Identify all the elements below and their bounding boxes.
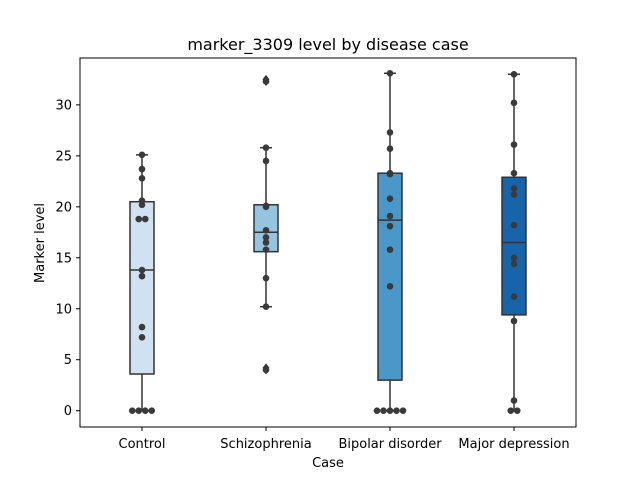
box bbox=[129, 200, 155, 375]
data-point bbox=[262, 234, 270, 241]
box bbox=[377, 172, 403, 381]
data-point bbox=[138, 333, 146, 341]
data-point bbox=[386, 145, 394, 153]
data-point bbox=[399, 407, 407, 414]
data-point bbox=[262, 246, 270, 253]
y-tick-label: 15 bbox=[55, 251, 72, 266]
y-tick-label: 5 bbox=[64, 353, 72, 368]
data-point bbox=[510, 191, 518, 198]
data-point bbox=[510, 254, 518, 262]
box-group bbox=[129, 154, 155, 412]
data-point bbox=[138, 174, 146, 182]
data-point bbox=[262, 202, 270, 210]
y-tick-label: 30 bbox=[55, 98, 72, 113]
data-point bbox=[386, 222, 394, 230]
data-point bbox=[386, 212, 394, 220]
box bbox=[501, 176, 527, 316]
data-point bbox=[386, 129, 394, 136]
box-group bbox=[253, 74, 279, 375]
y-axis: 0 5 10 15 20 25 30 bbox=[55, 98, 80, 419]
data-point bbox=[138, 165, 146, 173]
plot-area bbox=[128, 69, 527, 414]
x-tick-label: Control bbox=[119, 437, 166, 452]
data-point bbox=[138, 197, 146, 205]
box-group bbox=[377, 72, 403, 412]
x-tick-label: Major depression bbox=[458, 437, 569, 452]
data-point bbox=[138, 323, 146, 331]
data-point bbox=[262, 144, 270, 152]
y-tick-label: 10 bbox=[55, 302, 72, 317]
data-point bbox=[262, 303, 270, 311]
data-point bbox=[262, 274, 270, 282]
chart-title: marker_3309 level by disease case bbox=[187, 35, 468, 55]
data-point bbox=[373, 407, 381, 414]
data-point bbox=[141, 407, 149, 414]
data-point bbox=[393, 407, 400, 414]
x-tick-label: Bipolar disorder bbox=[338, 437, 442, 452]
data-point bbox=[507, 407, 515, 414]
data-point bbox=[380, 407, 387, 414]
data-point bbox=[135, 215, 143, 223]
data-point bbox=[386, 195, 394, 202]
data-point bbox=[138, 151, 146, 159]
data-point bbox=[138, 266, 146, 274]
data-point bbox=[510, 71, 518, 78]
x-axis-label: Case bbox=[312, 456, 344, 471]
data-point bbox=[262, 157, 270, 165]
data-point bbox=[510, 99, 518, 107]
data-point bbox=[262, 78, 270, 85]
plot-frame bbox=[79, 57, 577, 428]
data-point bbox=[510, 293, 518, 300]
x-axis: Control Schizophrenia Bipolar disorder Majo… bbox=[119, 427, 570, 452]
data-point bbox=[128, 407, 136, 414]
data-point bbox=[510, 260, 518, 268]
data-point bbox=[510, 185, 518, 192]
y-axis-label: Marker level bbox=[33, 203, 48, 283]
box-group bbox=[501, 73, 527, 412]
data-point bbox=[141, 215, 149, 223]
data-point bbox=[513, 407, 521, 414]
data-point bbox=[510, 221, 518, 229]
data-point bbox=[510, 397, 518, 404]
data-point bbox=[138, 272, 146, 280]
data-point bbox=[386, 246, 394, 253]
data-point bbox=[386, 69, 394, 77]
y-tick-label: 0 bbox=[64, 404, 72, 419]
data-point bbox=[386, 169, 394, 177]
data-point bbox=[510, 169, 518, 177]
data-point bbox=[510, 317, 518, 325]
data-point bbox=[135, 407, 143, 414]
data-point bbox=[386, 283, 394, 290]
data-point bbox=[262, 366, 270, 374]
y-tick-label: 25 bbox=[55, 149, 72, 164]
x-tick-label: Schizophrenia bbox=[220, 437, 311, 452]
data-point bbox=[262, 239, 270, 246]
data-point bbox=[386, 407, 394, 414]
data-point bbox=[262, 226, 270, 234]
data-point bbox=[148, 407, 156, 414]
y-tick-label: 20 bbox=[55, 200, 72, 215]
data-point bbox=[510, 141, 518, 148]
